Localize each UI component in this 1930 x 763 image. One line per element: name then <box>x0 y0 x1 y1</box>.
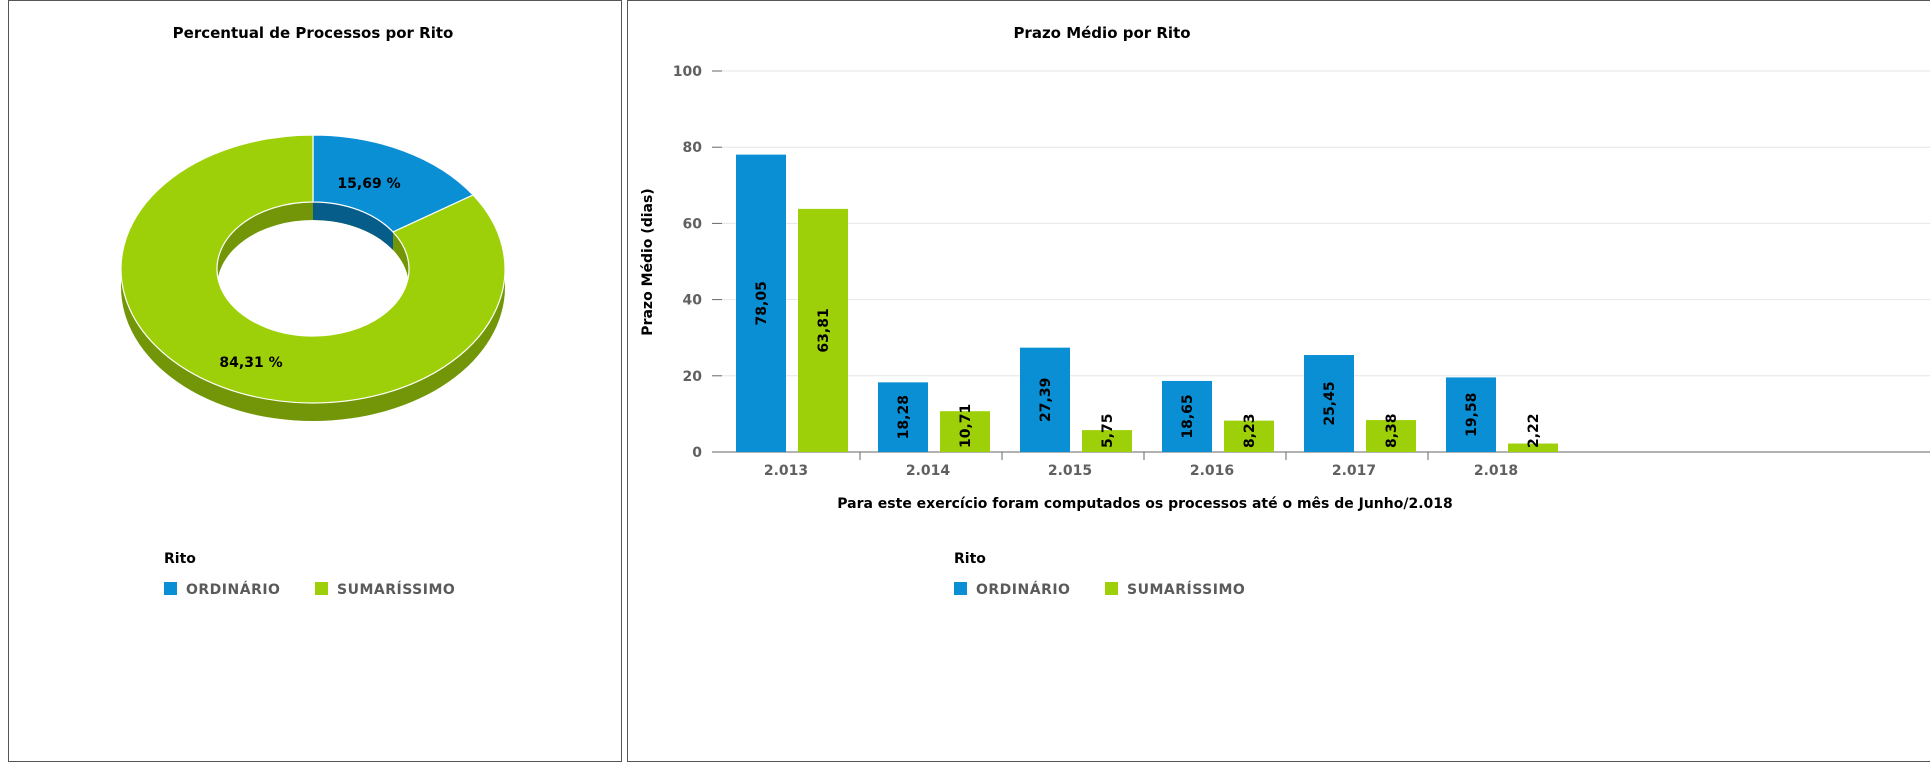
bar-data-label: 18,65 <box>1180 394 1196 438</box>
legend-title: Rito <box>164 551 196 567</box>
x-axis-label: Para este exercício foram computados os … <box>837 496 1453 512</box>
x-tick-label: 2.014 <box>906 463 951 479</box>
bar-data-label: 8,38 <box>1384 413 1400 448</box>
legend-swatch[interactable] <box>315 582 328 595</box>
bar-chart-panel: Prazo Médio por Rito 0 20 40 60 80 100 Prazo Mé… <box>627 0 1930 762</box>
x-tick-label: 2.018 <box>1474 463 1518 479</box>
pie-data-label: 84,31 % <box>219 355 282 371</box>
bar-sumaríssimo-2.014[interactable] <box>940 411 990 452</box>
bar-ordinário-2.018[interactable] <box>1446 377 1496 452</box>
legend-item-label: SUMARÍSSIMO <box>1127 581 1245 598</box>
bar-ordinário-2.016[interactable] <box>1162 380 1212 452</box>
bar-ordinário-2.014[interactable] <box>878 382 928 452</box>
x-tick-label: 2.017 <box>1332 463 1376 479</box>
bar-chart-title: Prazo Médio por Rito <box>1013 24 1190 42</box>
bar-ordinário-2.015[interactable] <box>1020 347 1070 452</box>
pie-inner-wall-blue <box>313 202 394 251</box>
y-tick-label: 80 <box>683 140 703 156</box>
bar-chart: Prazo Médio por Rito 0 20 40 60 80 100 Prazo Mé… <box>640 24 1930 598</box>
bar-sumaríssimo-2.017[interactable] <box>1366 420 1416 452</box>
legend-swatch[interactable] <box>954 582 967 595</box>
pie-data-label: 15,69 % <box>337 176 400 192</box>
bar-sumaríssimo-2.015[interactable] <box>1082 430 1132 452</box>
bar-data-label: 10,71 <box>958 404 974 448</box>
y-tick-label: 0 <box>692 445 702 461</box>
y-tick-label: 20 <box>683 369 703 385</box>
bar-data-label: 2,22 <box>1526 413 1542 448</box>
legend-item-label: ORDINÁRIO <box>186 581 280 598</box>
bar-data-label: 25,45 <box>1322 381 1338 425</box>
bar-data-label: 19,58 <box>1464 393 1480 437</box>
y-tick-label: 100 <box>673 64 702 80</box>
y-tick-label: 60 <box>683 216 703 232</box>
bar-data-label: 18,28 <box>896 395 912 439</box>
bar-ordinário-2.017[interactable] <box>1304 355 1354 452</box>
pie-chart-panel: Percentual de Processos por Rito 15,69 % 8… <box>8 0 622 762</box>
legend-swatch[interactable] <box>1105 582 1118 595</box>
x-tick-label: 2.013 <box>764 463 808 479</box>
pie-slice-sumaríssimo[interactable] <box>120 134 506 404</box>
x-tick-label: 2.015 <box>1048 463 1092 479</box>
legend-item-label: ORDINÁRIO <box>976 581 1070 598</box>
legend-title: Rito <box>954 551 986 567</box>
bar-data-label: 78,05 <box>754 281 770 325</box>
pie-chart-title: Percentual de Processos por Rito <box>173 24 454 42</box>
bar-sumaríssimo-2.016[interactable] <box>1224 420 1274 452</box>
y-tick-label: 40 <box>683 293 703 309</box>
bar-data-label: 27,39 <box>1038 378 1054 422</box>
pie-chart: Percentual de Processos por Rito 15,69 % 8… <box>120 24 506 598</box>
bar-sumaríssimo-2.018[interactable] <box>1508 443 1558 452</box>
legend-swatch[interactable] <box>164 582 177 595</box>
pie-slice-ordinário[interactable] <box>312 134 475 233</box>
pie-depth <box>121 202 505 421</box>
x-tick-label: 2.016 <box>1190 463 1234 479</box>
bar-sumaríssimo-2.013[interactable] <box>798 208 848 452</box>
bar-ordinário-2.013[interactable] <box>736 154 786 452</box>
y-axis-label: Prazo Médio (dias) <box>640 188 656 335</box>
legend-item-label: SUMARÍSSIMO <box>337 581 455 598</box>
bar-data-label: 5,75 <box>1100 413 1116 448</box>
bar-data-label: 8,23 <box>1242 413 1258 448</box>
bar-data-label: 63,81 <box>816 308 832 352</box>
